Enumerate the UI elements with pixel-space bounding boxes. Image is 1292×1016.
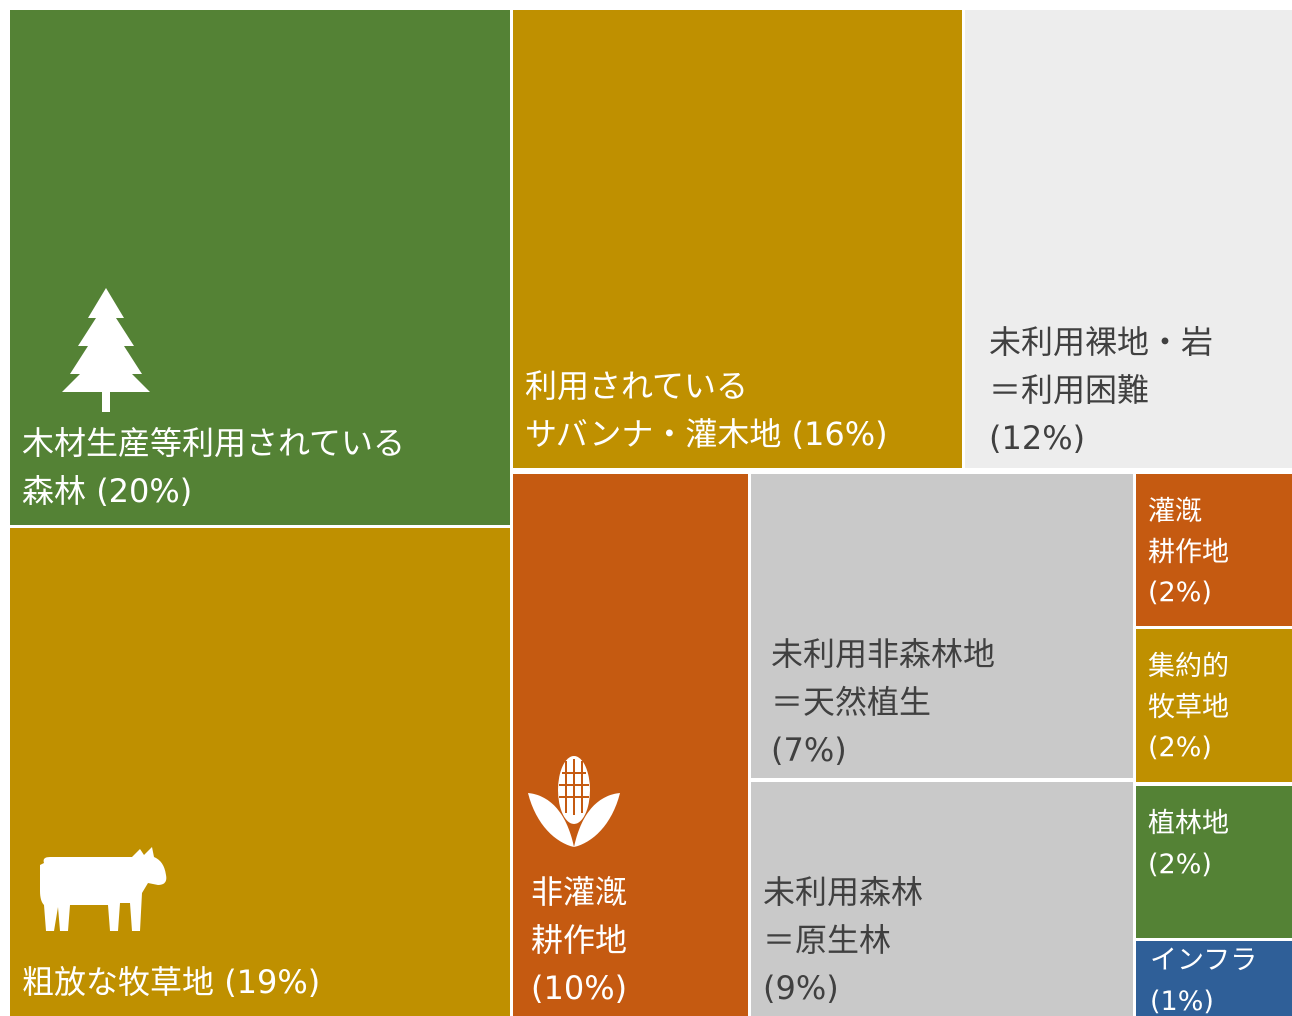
tile: インフラ (1%) [1136, 941, 1292, 1016]
tile-label: 耕作地 [531, 921, 628, 959]
value-label: (10%) [531, 969, 628, 1007]
tile: 木材生産等利用されている 森林 (20%) [10, 10, 510, 525]
tile-label: 粗放な牧草地 [22, 963, 215, 1001]
tile: 粗放な牧草地 (19%) [10, 528, 510, 1016]
tile-label-line: 森林 (20%) [22, 467, 498, 515]
corn-icon [528, 756, 620, 847]
tile: 利用されている サバンナ・灌木地 (16%) [513, 10, 962, 468]
tile-label: インフラ [1150, 945, 1258, 976]
tile-label: サバンナ・灌木地 [525, 415, 782, 453]
tile-label: 非灌漑 [531, 873, 628, 911]
tile-label: 灌漑 [1148, 496, 1202, 527]
tile-label: 未利用非森林地 [771, 635, 996, 673]
tile-label: 未利用裸地・岩 [989, 323, 1214, 361]
tile-label: 木材生産等利用されている [22, 424, 406, 462]
value-label: (16%) [791, 415, 888, 453]
value-label: (2%) [1148, 848, 1212, 880]
tile-label: 集約的 [1148, 651, 1229, 682]
tile: 集約的牧草地 (2%) [1136, 629, 1292, 782]
value-label: (1%) [1150, 985, 1214, 1016]
tile-label: 森林 [22, 472, 87, 510]
tile-label-line: サバンナ・灌木地 (16%) [525, 410, 950, 458]
value-label: (20%) [96, 472, 193, 510]
tile-label-line: 粗放な牧草地 (19%) [22, 958, 498, 1006]
tile-label: ＝原生林 [763, 921, 892, 959]
tile-label: 耕作地 [1148, 536, 1229, 568]
value-label: (12%) [989, 419, 1086, 457]
tile: 未利用非森林地 ＝天然植生 (7%) [751, 474, 1133, 778]
value-label: (7%) [771, 731, 847, 769]
value-label: (19%) [224, 963, 321, 1001]
value-label: (2%) [1148, 732, 1212, 763]
tile-label: 植林地 [1148, 808, 1229, 839]
tile: 植林地 (2%) [1136, 786, 1292, 938]
tile: 灌漑耕作地 (2%) [1136, 474, 1292, 626]
tile: 未利用森林 ＝原生林 (9%) [751, 782, 1133, 1016]
value-label: (2%) [1148, 577, 1212, 608]
tile-label: ＝利用困難 [989, 371, 1150, 409]
cow-icon [40, 847, 167, 931]
tile-label: 未利用森林 [763, 873, 924, 911]
tile: 未利用裸地・岩 ＝利用困難 (12%) [965, 10, 1292, 468]
tile-label: 牧草地 [1148, 691, 1229, 723]
tile: 非灌漑耕作地 (10%) [513, 474, 748, 1016]
tile-label: ＝天然植生 [771, 683, 932, 721]
value-label: (9%) [763, 969, 839, 1007]
tile-label: 利用されている [525, 367, 749, 405]
tree-icon [62, 288, 150, 412]
